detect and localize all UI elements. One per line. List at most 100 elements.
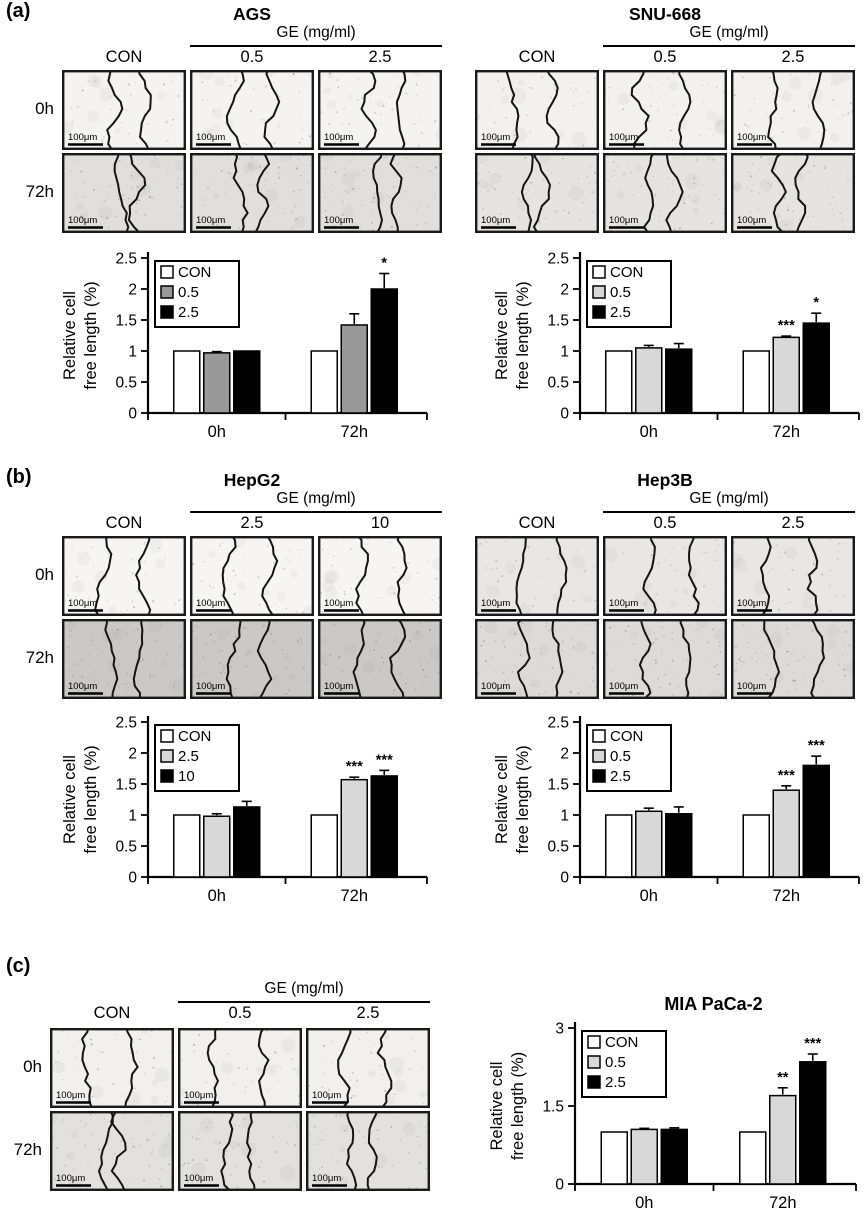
cell-speckle — [369, 189, 370, 190]
cell-speckle — [344, 591, 345, 592]
cell-speckle — [103, 200, 105, 202]
wound-microscopy-image: 100μm — [178, 1111, 302, 1191]
cell-speckle — [813, 657, 814, 658]
cell-speckle — [593, 653, 594, 654]
significance-stars: *** — [778, 768, 795, 784]
cell-speckle — [290, 157, 291, 158]
cell-speckle — [320, 592, 322, 594]
cell-speckle — [495, 640, 497, 642]
cell-speckle — [190, 1071, 191, 1072]
cell-speckle — [554, 210, 556, 212]
cell-speckle — [261, 119, 263, 121]
cell-speckle — [238, 1143, 240, 1145]
cell-speckle — [774, 627, 775, 628]
legend-swatch — [593, 770, 605, 782]
cell-speckle — [802, 546, 803, 547]
cell-speckle — [207, 628, 208, 629]
cell-speckle — [421, 578, 422, 579]
cell-speckle — [148, 1165, 150, 1167]
cell-speckle — [786, 632, 788, 634]
cell-speckle — [164, 1188, 165, 1189]
cell-speckle — [605, 89, 606, 90]
cell-speckle — [289, 75, 290, 76]
cell-speckle — [535, 597, 537, 599]
cell-speckle — [213, 110, 215, 112]
tissue-blob — [323, 87, 331, 95]
cell-speckle — [679, 170, 680, 171]
cell-speckle — [379, 1175, 380, 1176]
cell-speckle — [153, 1057, 155, 1059]
cell-speckle — [688, 667, 689, 668]
cell-speckle — [223, 1128, 224, 1129]
cell-speckle — [402, 1137, 403, 1138]
legend-swatch — [588, 1076, 600, 1088]
cell-speckle — [65, 1133, 66, 1134]
cell-speckle — [676, 674, 677, 675]
cell-speckle — [503, 638, 504, 639]
cell-speckle — [612, 170, 614, 172]
cell-speckle — [61, 1170, 63, 1172]
bar-2.5-72h — [371, 289, 397, 413]
cell-speckle — [707, 642, 709, 644]
cell-speckle — [228, 631, 230, 633]
cell-speckle — [746, 545, 747, 546]
cell-speckle — [136, 1052, 138, 1054]
cell-speckle — [419, 1145, 420, 1146]
cell-speckle — [802, 684, 803, 685]
cell-speckle — [733, 542, 735, 544]
cell-speckle — [711, 226, 712, 227]
cell-speckle — [767, 140, 769, 142]
cell-speckle — [197, 1104, 199, 1106]
cell-speckle — [291, 211, 293, 213]
cell-speckle — [831, 84, 832, 85]
cell-speckle — [269, 1158, 270, 1159]
cell-speckle — [701, 191, 702, 192]
cell-speckle — [427, 205, 428, 206]
legend-label: CON — [610, 728, 643, 745]
cell-speckle — [118, 198, 120, 200]
cell-speckle — [198, 642, 199, 643]
cell-speckle — [335, 204, 336, 205]
cell-speckle — [124, 164, 125, 165]
cell-speckle — [151, 1150, 153, 1152]
cell-speckle — [181, 216, 182, 217]
cell-speckle — [228, 647, 229, 648]
cell-speckle — [849, 669, 850, 670]
cell-speckle — [418, 145, 420, 147]
cell-speckle — [594, 77, 596, 79]
cell-speckle — [178, 539, 179, 540]
cell-speckle — [817, 225, 819, 227]
cell-speckle — [657, 638, 659, 640]
cell-speckle — [198, 661, 199, 662]
cell-speckle — [345, 1100, 346, 1101]
cell-speckle — [809, 171, 810, 172]
cell-speckle — [658, 210, 659, 211]
cell-speckle — [849, 648, 850, 649]
cell-speckle — [794, 220, 795, 221]
cell-speckle — [592, 212, 594, 214]
legend-label: 2.5 — [178, 748, 199, 765]
cell-speckle — [573, 92, 574, 93]
cell-speckle — [161, 539, 162, 540]
legend-label: CON — [178, 728, 211, 745]
cell-speckle — [344, 593, 346, 595]
cell-speckle — [101, 651, 102, 652]
cell-speckle — [625, 630, 627, 632]
cell-speckle — [547, 169, 549, 171]
cell-speckle — [287, 191, 288, 192]
cell-speckle — [526, 146, 527, 147]
wound-microscopy-image: 100μm — [475, 153, 599, 233]
cell-speckle — [332, 185, 333, 186]
cell-speckle — [70, 630, 72, 632]
cell-speckle — [226, 556, 227, 557]
cell-speckle — [406, 92, 408, 94]
cell-speckle — [285, 568, 286, 569]
cell-speckle — [789, 602, 790, 603]
cell-speckle — [92, 633, 93, 634]
cell-speckle — [838, 664, 840, 666]
cell-speckle — [544, 210, 545, 211]
cell-speckle — [93, 189, 95, 191]
timepoint-row-label: 72h — [0, 1140, 42, 1160]
cell-speckle — [554, 652, 555, 653]
cell-speckle — [749, 111, 750, 112]
